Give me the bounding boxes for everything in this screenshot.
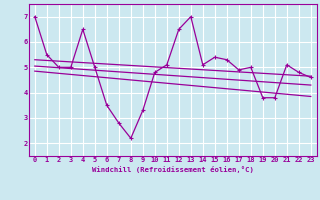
X-axis label: Windchill (Refroidissement éolien,°C): Windchill (Refroidissement éolien,°C) bbox=[92, 166, 254, 173]
